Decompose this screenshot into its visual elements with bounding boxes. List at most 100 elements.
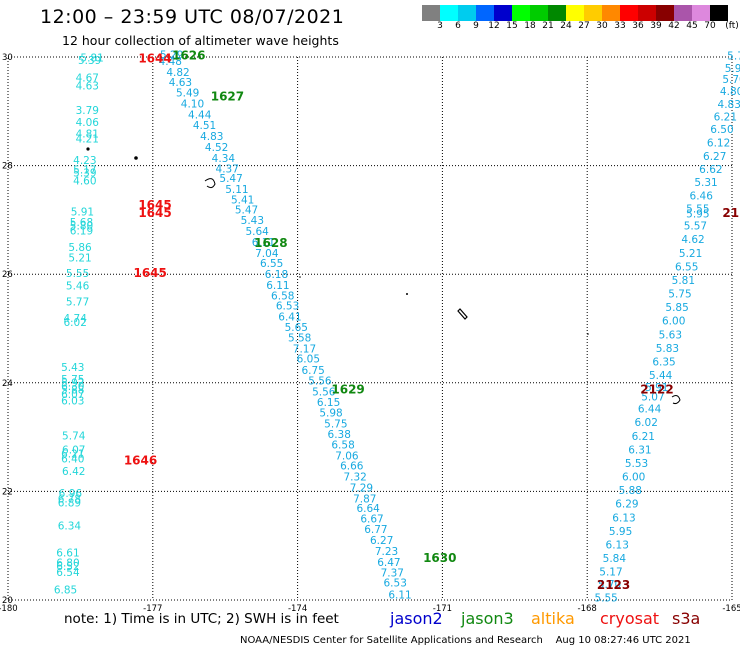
note-text: note: 1) Time is in UTC; 2) SWH is in fe… <box>64 611 339 627</box>
island <box>671 395 681 405</box>
swh-value: 5.55 <box>686 203 709 215</box>
swh-value: 5.11 <box>225 184 248 196</box>
swh-value: 4.34 <box>212 153 236 165</box>
island <box>299 276 301 278</box>
swh-value: 5.17 <box>73 165 96 177</box>
y-tick-label: 24 <box>2 379 13 389</box>
swh-value: 5.43 <box>61 362 84 374</box>
swh-value: 7.06 <box>335 450 359 462</box>
island <box>86 147 90 151</box>
swh-value: 7.04 <box>255 248 279 260</box>
swh-value: 6.77 <box>364 524 387 536</box>
scale-swatch <box>710 5 728 21</box>
y-tick-label: 22 <box>2 487 13 497</box>
y-tick-label: 26 <box>2 270 13 280</box>
scale-swatch <box>512 5 530 21</box>
swh-value: 5.46 <box>66 280 90 292</box>
swh-value: 5.95 <box>609 526 632 538</box>
scale-unit: (ft) <box>725 21 739 31</box>
swh-value: 5.44 <box>649 370 673 382</box>
swh-value: 7.32 <box>343 472 366 484</box>
swh-value: 5.64 <box>245 226 269 238</box>
swh-value: 6.19 <box>70 226 93 238</box>
scale-label: 30 <box>596 21 608 31</box>
map-title: 12:00 – 23:59 UTC 08/07/2021 <box>40 6 345 28</box>
swh-value: 5.91 <box>645 382 668 394</box>
swh-value: 5.07 <box>641 392 664 404</box>
scale-label: 6 <box>455 21 461 31</box>
x-tick-label: -165 <box>722 604 740 614</box>
altimeter-tracks: 5.815.394.674.633.794.064.814.214.235.17… <box>54 50 740 605</box>
pass-label-cryosat: 1646 <box>124 453 157 467</box>
swh-value: 5.39 <box>78 55 101 67</box>
scale-label: 33 <box>614 21 626 31</box>
swh-value: 4.81 <box>76 128 99 140</box>
swh-value: 4.63 <box>169 77 192 89</box>
swh-value: 6.13 <box>612 512 635 524</box>
pass-label-cryosat: 1645 <box>133 266 166 280</box>
swh-value: 6.02 <box>635 417 658 429</box>
swh-value: 6.42 <box>62 466 85 478</box>
swh-value: 4.06 <box>76 117 100 129</box>
swh-value: 5.68 <box>70 217 93 229</box>
swh-value: 4.63 <box>76 81 99 93</box>
swh-value: 6.85 <box>54 584 77 596</box>
swh-value: 6.66 <box>340 461 364 473</box>
swh-value: 6.44 <box>638 404 662 416</box>
swh-value: 6.58 <box>331 440 354 452</box>
legend-altika: altika <box>531 609 575 628</box>
swh-value: 4.82 <box>166 67 189 79</box>
swh-value: 6.30 <box>61 381 84 393</box>
x-tick-label: -177 <box>143 604 162 614</box>
scale-swatch <box>638 5 656 21</box>
scale-swatch <box>692 5 710 21</box>
legend-jason3: jason3 <box>461 609 514 628</box>
swh-value: 5.31 <box>694 177 717 189</box>
swh-value: 7.17 <box>293 343 316 355</box>
swh-value: 5.74 <box>62 430 86 442</box>
swh-value: 6.52 <box>56 561 79 573</box>
swh-value: 4.83 <box>718 99 740 111</box>
scale-label: 27 <box>578 21 590 31</box>
footer-timestamp: Aug 10 08:27:46 UTC 2021 <box>555 635 691 646</box>
swh-value: 5.21 <box>68 253 91 265</box>
island <box>134 156 138 160</box>
scale-label: 45 <box>686 21 698 31</box>
scale-swatch <box>656 5 674 21</box>
scale-swatch <box>620 5 638 21</box>
pass-labels: 1644164516451645164616261627162816291630… <box>124 49 739 592</box>
swh-value: 5.53 <box>625 458 648 470</box>
swh-value: 5.49 <box>176 88 199 100</box>
swh-value: 6.00 <box>622 472 645 484</box>
swh-value: 5.9 <box>725 63 740 75</box>
swh-value: 6.21 <box>632 431 655 443</box>
swh-value: 4.21 <box>76 133 99 145</box>
swh-value: 6.55 <box>260 258 283 270</box>
swh-value: 6.15 <box>317 397 340 409</box>
swh-value: 6.67 <box>360 513 383 525</box>
map-grid <box>7 56 733 601</box>
swh-value: 5.85 <box>665 302 688 314</box>
swh-value: 5.98 <box>319 407 342 419</box>
swh-value: 6.61 <box>56 548 79 560</box>
swh-value: 5.92 <box>61 378 84 390</box>
swh-value: 6.07 <box>61 389 84 401</box>
scale-label: 70 <box>704 21 716 31</box>
swh-value: 6.21 <box>714 112 737 124</box>
legend-s3a: s3a <box>672 609 701 628</box>
swh-value: 6.21 <box>61 449 84 461</box>
swh-value: 6.00 <box>662 316 685 328</box>
x-tick-label: -171 <box>433 604 452 614</box>
swh-value: 6.80 <box>56 557 79 569</box>
swh-value: 6.47 <box>377 557 400 569</box>
map-subtitle: 12 hour collection of altimeter wave hei… <box>62 33 339 48</box>
scale-label: 42 <box>668 21 680 31</box>
scale-swatch <box>494 5 512 21</box>
swh-value: 6.54 <box>56 567 80 579</box>
map-frame <box>7 56 733 601</box>
swh-value: 6.46 <box>690 190 714 202</box>
pass-label-s3a: 2123 <box>597 578 630 592</box>
swh-value: 6.62 <box>699 164 722 176</box>
swh-value: 5.95 <box>686 209 709 221</box>
